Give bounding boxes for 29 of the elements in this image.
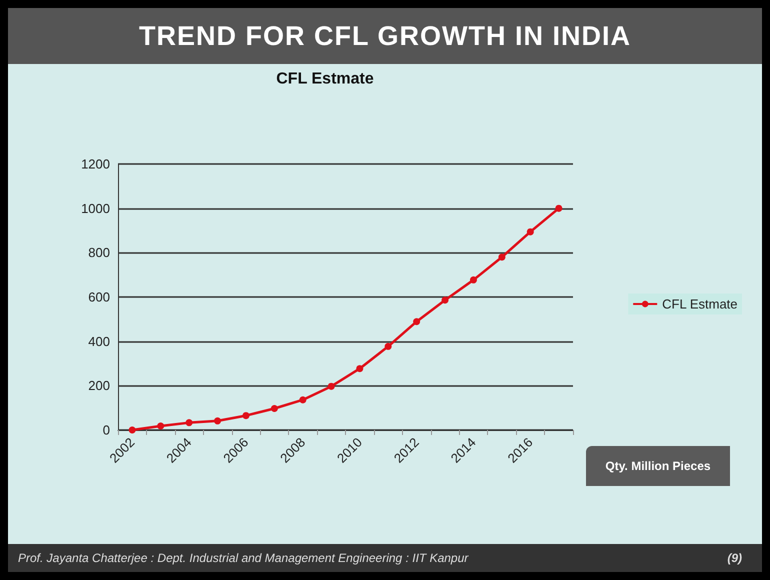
point	[328, 382, 335, 390]
point	[442, 296, 449, 304]
point	[470, 276, 477, 284]
y-tick-label: 800	[88, 245, 110, 260]
point	[157, 422, 164, 430]
point	[299, 396, 306, 404]
point	[413, 318, 420, 326]
y-tick-label: 200	[88, 378, 110, 394]
chart-subtitle: CFL Estmate	[276, 70, 374, 88]
point	[242, 412, 250, 420]
point	[128, 426, 136, 434]
point	[270, 405, 278, 412]
y-tick-label: 1000	[81, 200, 110, 216]
text: (9)	[727, 550, 742, 567]
point	[555, 204, 562, 212]
y-tick-label: 400	[88, 334, 110, 349]
y-tick-label: 1200	[81, 156, 110, 172]
point	[186, 419, 193, 426]
text: Qty. Million Pieces	[586, 446, 730, 486]
point	[356, 365, 364, 372]
legend-label: CFL Estmate	[662, 296, 738, 312]
y-tick-label: 600	[88, 290, 110, 304]
text: Prof. Jayanta Chatterjee : Dept. Industrial and Management Engineering : IIT Kanpur	[18, 550, 468, 567]
point	[526, 228, 534, 236]
y-tick-label: 0	[102, 422, 110, 438]
point	[384, 342, 392, 350]
chart-title: TREND FOR CFL GROWTH IN INDIA	[8, 8, 762, 64]
point	[214, 417, 222, 424]
point	[498, 254, 506, 261]
